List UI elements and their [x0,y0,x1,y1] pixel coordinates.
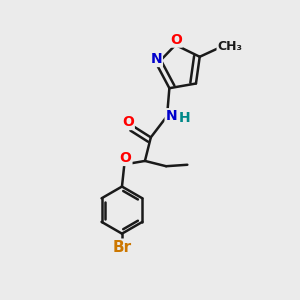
Text: O: O [170,33,182,46]
Text: O: O [120,151,131,165]
Text: N: N [150,52,162,66]
Text: Br: Br [112,240,131,255]
Text: H: H [179,111,190,124]
Text: CH₃: CH₃ [218,40,243,53]
Text: N: N [166,109,177,123]
Text: O: O [122,115,134,129]
